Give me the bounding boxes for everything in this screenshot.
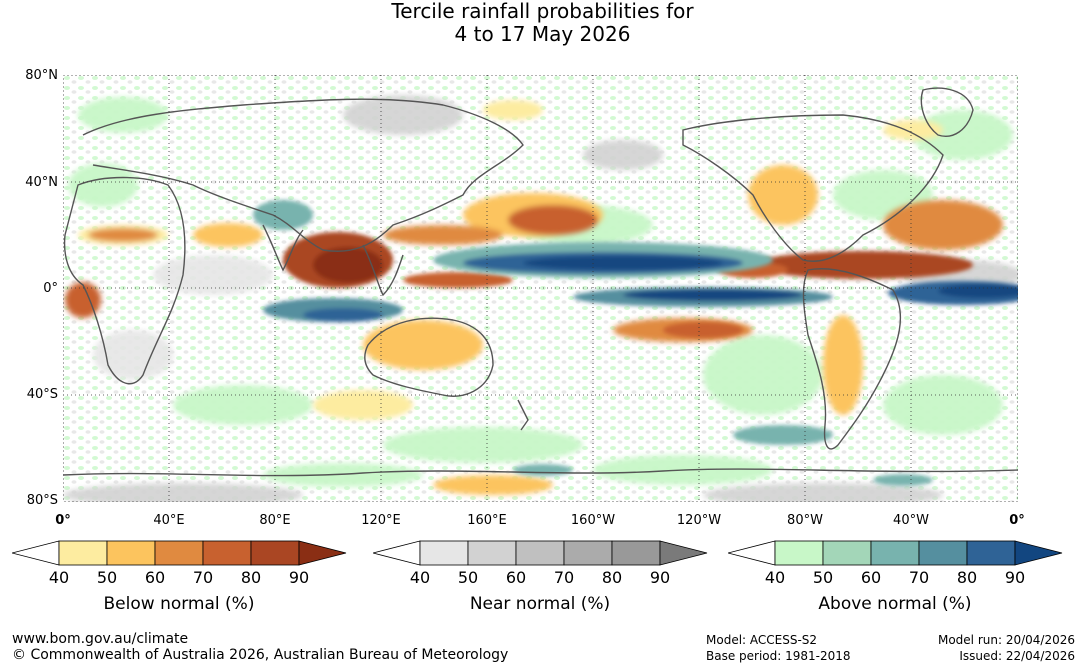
lat-label-40s: 40°S <box>26 387 58 402</box>
legend-swatch <box>12 540 60 566</box>
legend-tick: 60 <box>505 568 527 587</box>
legend-tick: 60 <box>860 568 882 587</box>
legend-above-normal-bar <box>728 540 1063 566</box>
legend-swatch <box>728 540 776 566</box>
legend-swatch <box>250 540 300 566</box>
legend-swatch <box>563 540 613 566</box>
above-normal-bands <box>253 200 1018 486</box>
legend-tick: 80 <box>601 568 623 587</box>
legend-tick: 50 <box>457 568 479 587</box>
legend-tick: 80 <box>240 568 262 587</box>
lon-label-160e: 160°E <box>467 513 507 528</box>
map-title: Tercile rainfall probabilities for 4 to … <box>0 0 1085 46</box>
footer-base-period: Base period: 1981-2018 <box>706 649 851 663</box>
lat-label-0: 0° <box>43 281 58 296</box>
lon-label-160w: 160°W <box>570 513 616 528</box>
legend-swatch <box>106 540 156 566</box>
legend-swatch <box>611 540 661 566</box>
legend-tick: 90 <box>288 568 310 587</box>
rainfall-probability-map <box>63 75 1018 502</box>
lon-label-120e: 120°E <box>361 513 401 528</box>
legend-tick: 70 <box>192 568 214 587</box>
legend-swatch <box>918 540 968 566</box>
legend-swatch <box>58 540 108 566</box>
legend-swatch <box>202 540 252 566</box>
legend-tick: 40 <box>764 568 786 587</box>
legend-tick: 90 <box>1004 568 1026 587</box>
legend-swatch <box>373 540 421 566</box>
lon-label-0-west: 0° <box>55 513 71 528</box>
lon-label-120w: 120°W <box>676 513 722 528</box>
legend-swatch <box>154 540 204 566</box>
legend-above-normal-title: Above normal (%) <box>818 594 972 614</box>
title-line-1: Tercile rainfall probabilities for <box>391 0 694 23</box>
legend-swatch <box>467 540 517 566</box>
coastlines <box>63 87 1018 477</box>
legend-tick: 80 <box>956 568 978 587</box>
legend-near-normal-title: Near normal (%) <box>469 594 611 614</box>
lon-label-0-east: 0° <box>1009 513 1025 528</box>
legend-tick: 90 <box>649 568 671 587</box>
legend-tick: 50 <box>96 568 118 587</box>
map-svg <box>63 75 1018 502</box>
lat-label-40n: 40°N <box>25 175 58 190</box>
legend-swatch <box>966 540 1016 566</box>
footer-issued: Issued: 22/04/2026 <box>959 649 1075 663</box>
legend-near-normal-bar <box>373 540 708 566</box>
legend-below-normal-bar <box>12 540 347 566</box>
footer-copyright: © Commonwealth of Australia 2026, Austra… <box>12 647 509 663</box>
graticule <box>63 75 1018 502</box>
legend-swatch <box>419 540 469 566</box>
lon-label-80e: 80°E <box>259 513 291 528</box>
legend-swatch <box>515 540 565 566</box>
legend-tick: 70 <box>908 568 930 587</box>
legend-swatch <box>659 540 708 566</box>
legend-tick: 60 <box>144 568 166 587</box>
footer-model: Model: ACCESS-S2 <box>706 633 818 647</box>
footer-url: www.bom.gov.au/climate <box>12 631 189 647</box>
legend-below-normal-title: Below normal (%) <box>103 594 255 614</box>
legend-swatch <box>1014 540 1063 566</box>
lon-label-80w: 80°W <box>787 513 823 528</box>
footer-model-run: Model run: 20/04/2026 <box>937 633 1075 647</box>
legend-swatch <box>870 540 920 566</box>
legend-swatch <box>822 540 872 566</box>
lon-label-40w: 40°W <box>893 513 929 528</box>
legend-swatch <box>774 540 824 566</box>
legend-tick: 50 <box>812 568 834 587</box>
legend-tick: 40 <box>409 568 431 587</box>
legend-swatch <box>298 540 347 566</box>
legend-tick: 70 <box>553 568 575 587</box>
lat-label-80s: 80°S <box>26 493 58 508</box>
title-line-2: 4 to 17 May 2026 <box>454 22 631 46</box>
legend-tick: 40 <box>48 568 70 587</box>
lon-label-40e: 40°E <box>153 513 185 528</box>
lat-label-80n: 80°N <box>25 68 58 83</box>
